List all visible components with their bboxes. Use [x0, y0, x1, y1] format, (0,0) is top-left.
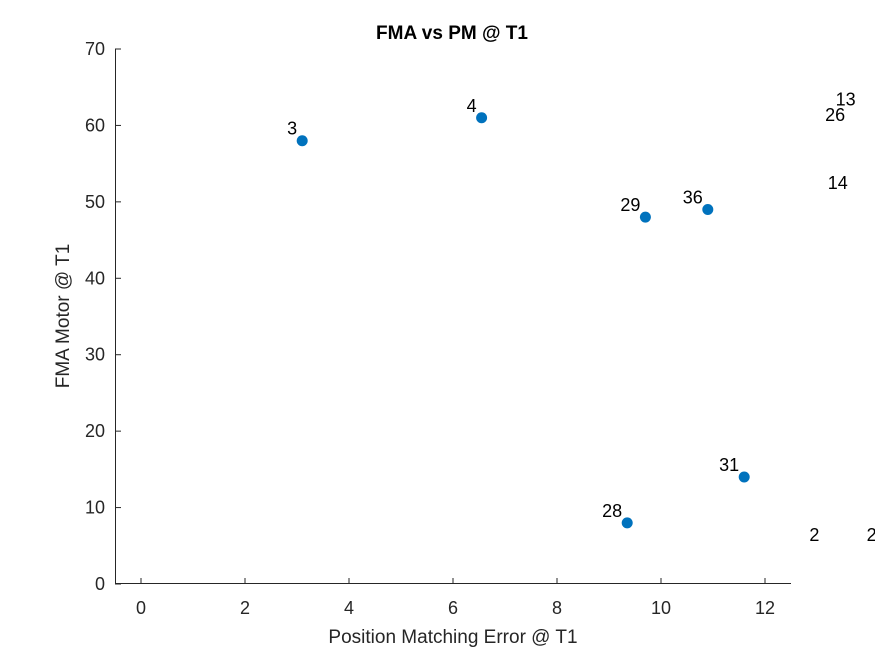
x-tick-label: 8: [552, 598, 562, 618]
y-tick-label: 30: [85, 345, 105, 365]
data-point: [621, 517, 633, 529]
y-axis-label: FMA Motor @ T1: [53, 244, 74, 389]
x-tick-label: 2: [240, 598, 250, 618]
offscreen-point-label: 13: [836, 90, 856, 110]
data-point-label: 29: [620, 195, 640, 215]
data-point: [702, 204, 714, 215]
y-tick-label: 40: [85, 268, 105, 288]
x-ticks: 0 2 4 6 8 10 12: [136, 578, 775, 618]
offscreen-point-label: 2: [867, 525, 875, 545]
data-point-label: 31: [719, 455, 739, 475]
data-point-label: 3: [287, 119, 297, 139]
x-tick-label: 4: [344, 598, 354, 618]
y-ticks: 0 10 20 30 40 50 60 70: [85, 39, 121, 594]
chart-title: FMA vs PM @ T1: [376, 23, 528, 44]
data-point-label: 4: [467, 96, 477, 116]
y-tick-label: 60: [85, 115, 105, 135]
data-point: [738, 471, 750, 483]
data-points: [296, 112, 750, 529]
data-point: [296, 135, 308, 147]
x-tick-label: 0: [136, 598, 146, 618]
y-tick-label: 70: [85, 39, 105, 59]
x-axis-label: Position Matching Error @ T1: [328, 627, 577, 648]
y-tick-label: 0: [95, 574, 105, 594]
y-tick-label: 20: [85, 421, 105, 441]
x-tick-label: 10: [651, 598, 671, 618]
offscreen-point-label: 2: [809, 525, 819, 545]
data-point-label: 28: [602, 501, 622, 521]
y-tick-label: 10: [85, 498, 105, 518]
data-point: [639, 211, 651, 223]
x-tick-label: 12: [755, 598, 775, 618]
y-tick-label: 50: [85, 192, 105, 212]
offscreen-point-label: 26: [825, 105, 845, 125]
offscreen-point-label: 14: [828, 173, 848, 193]
data-point-label: 36: [683, 188, 703, 208]
data-point: [476, 112, 488, 124]
x-tick-label: 6: [448, 598, 458, 618]
